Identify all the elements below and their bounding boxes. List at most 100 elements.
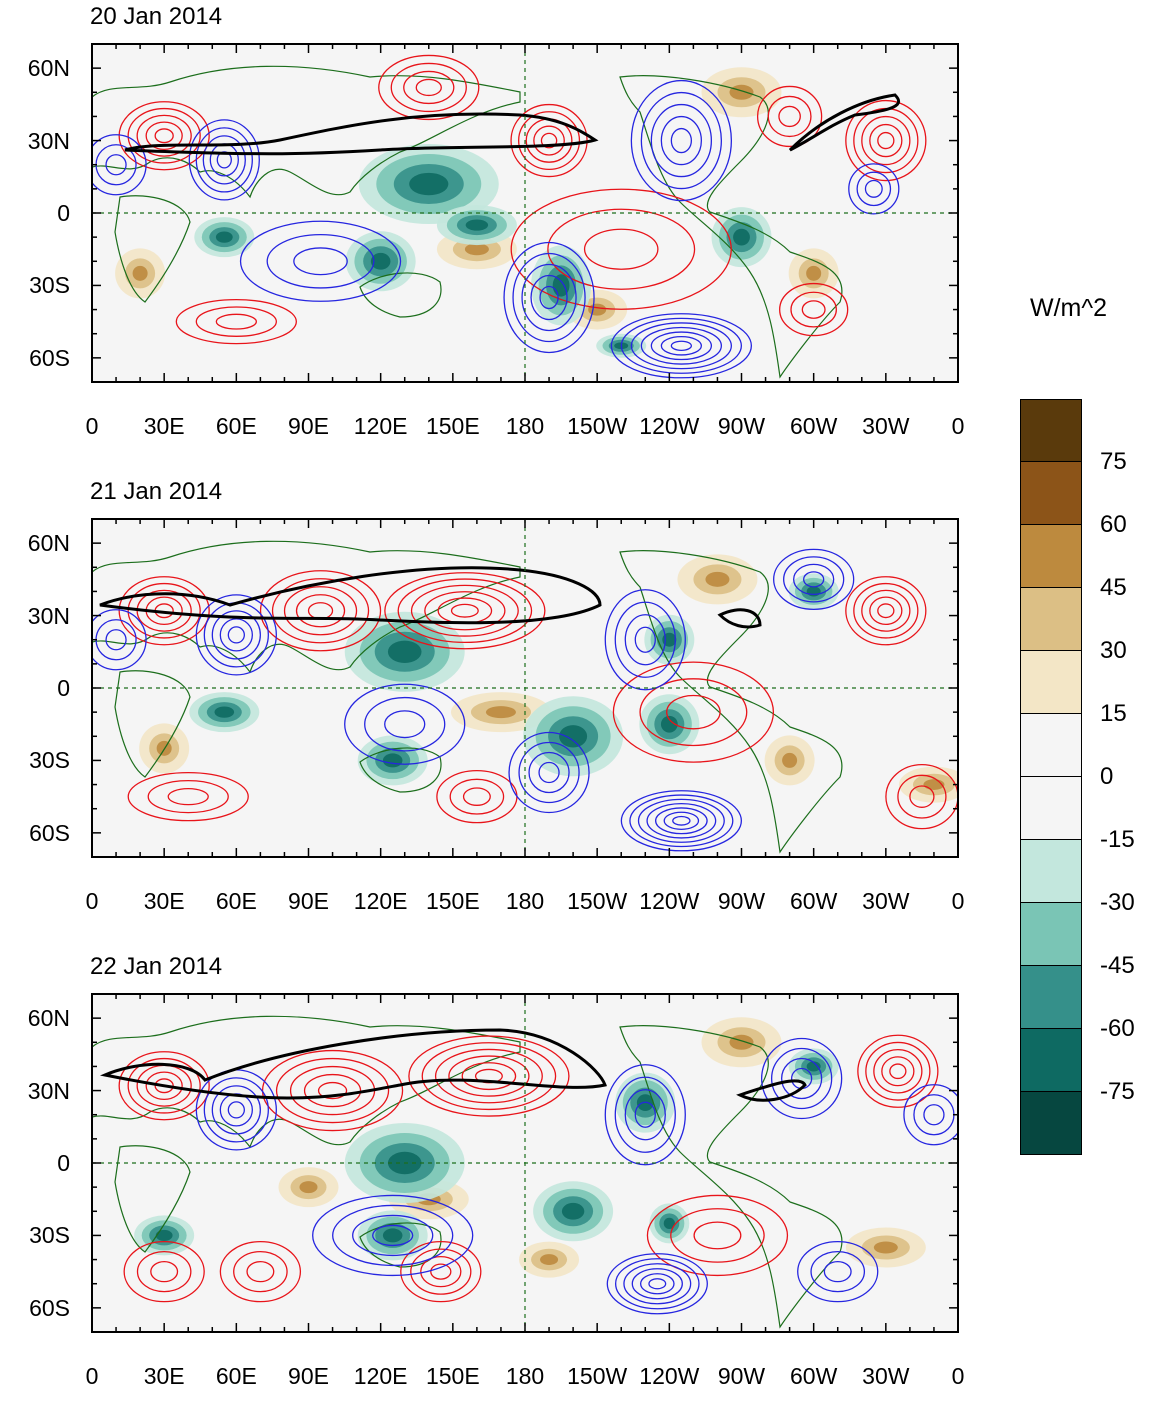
positive-contour (150, 1260, 179, 1283)
lon-tick-label: 180 (505, 888, 545, 914)
negative-anomaly-shading (662, 632, 677, 647)
lat-tick-label: 30N (27, 602, 70, 629)
lat-tick-label: 30N (27, 1077, 70, 1104)
positive-contour (127, 771, 249, 822)
positive-contour (448, 1055, 530, 1097)
positive-contour (767, 95, 812, 138)
lon-tick-label: 0 (951, 413, 965, 439)
positive-contour (410, 1248, 472, 1295)
positive-contour (869, 596, 903, 625)
lat-tick-label: 0 (57, 200, 70, 226)
negative-contour (606, 1253, 708, 1315)
negative-contour (637, 798, 725, 843)
map-plot (91, 993, 959, 1333)
negative-contour (823, 1260, 852, 1283)
negative-contour (293, 247, 348, 276)
negative-anomaly-shading (214, 706, 235, 718)
map-plot (91, 518, 959, 858)
positive-contour (415, 78, 442, 97)
jet-contour (736, 1079, 807, 1102)
negative-contour (640, 91, 723, 190)
positive-anomaly-shading (299, 1181, 318, 1194)
positive-contour (518, 111, 581, 171)
positive-contour (845, 576, 927, 646)
coastline (114, 195, 191, 303)
lat-tick-label: 60S (29, 819, 70, 846)
negative-contour (105, 154, 127, 176)
negative-contour (188, 119, 260, 201)
negative-anomaly-shading (215, 231, 233, 243)
lon-tick-label: 150E (425, 1363, 480, 1389)
lon-tick-label: 90E (288, 1363, 329, 1389)
negative-contour (654, 807, 708, 835)
negative-contour (650, 331, 713, 361)
positive-contour (127, 582, 201, 639)
positive-contour (853, 582, 919, 639)
positive-contour (136, 114, 192, 157)
lon-tick-label: 30W (862, 1363, 910, 1389)
positive-anomaly-shading (540, 1254, 559, 1265)
lon-tick-label: 0 (951, 1363, 965, 1389)
positive-contour (861, 589, 911, 632)
positive-contour (410, 584, 519, 637)
negative-contour (614, 1258, 700, 1310)
negative-contour (614, 601, 676, 678)
positive-contour (510, 188, 732, 310)
negative-anomaly-shading (561, 1202, 585, 1220)
jet-contour (124, 112, 599, 156)
positive-contour (118, 576, 210, 646)
negative-anomaly-shading (663, 1217, 675, 1229)
negative-contour (760, 1037, 843, 1120)
positive-anomaly-shading (729, 1034, 754, 1050)
negative-contour (227, 626, 245, 644)
lon-tick-label: 150E (425, 888, 480, 914)
positive-contour (154, 128, 174, 144)
positive-contour (118, 101, 210, 171)
lon-tick-label: 30E (143, 413, 185, 439)
lat-tick-label: 0 (57, 675, 70, 701)
lat-tick-label: 60N (27, 530, 70, 557)
lon-tick-label: 0 (85, 888, 99, 914)
negative-contour (780, 1057, 823, 1100)
negative-anomaly-shading (806, 1061, 821, 1072)
positive-contour (801, 300, 826, 319)
positive-contour (408, 1035, 570, 1117)
coastline (619, 75, 843, 379)
negative-contour (372, 1224, 414, 1247)
negative-contour (624, 614, 666, 666)
negative-anomaly-shading (382, 753, 403, 768)
lon-tick-label: 90E (288, 888, 329, 914)
negative-contour (512, 252, 586, 343)
negative-contour (530, 274, 568, 321)
colorbar-level-label: 30 (1100, 637, 1127, 664)
negative-contour (793, 563, 835, 596)
negative-contour (195, 127, 253, 193)
negative-contour (810, 1250, 866, 1293)
negative-contour (521, 263, 577, 332)
positive-contour (145, 121, 183, 150)
positive-contour (384, 572, 546, 650)
positive-contour (861, 115, 911, 166)
negative-contour (92, 609, 147, 671)
positive-contour (136, 1250, 192, 1293)
negative-contour (332, 1204, 454, 1267)
positive-contour (693, 1221, 742, 1250)
negative-contour (803, 571, 825, 588)
lon-tick-label: 30W (862, 888, 910, 914)
negative-contour (629, 794, 734, 848)
lon-tick-label: 180 (505, 1363, 545, 1389)
jet-contour (717, 608, 762, 629)
positive-contour (547, 208, 696, 290)
lon-tick-label: 150W (567, 888, 628, 914)
negative-anomaly-shading (465, 219, 489, 231)
negative-contour (219, 618, 253, 652)
lon-tick-label: 0 (85, 413, 99, 439)
map-plot (91, 43, 959, 383)
lat-tick-label: 30S (29, 747, 70, 774)
positive-contour (865, 1041, 931, 1101)
colorbar-swatch (1020, 966, 1082, 1029)
positive-contour (147, 779, 229, 814)
positive-contour (434, 1048, 543, 1104)
positive-contour (271, 578, 370, 644)
lon-tick-label: 60W (790, 413, 838, 439)
